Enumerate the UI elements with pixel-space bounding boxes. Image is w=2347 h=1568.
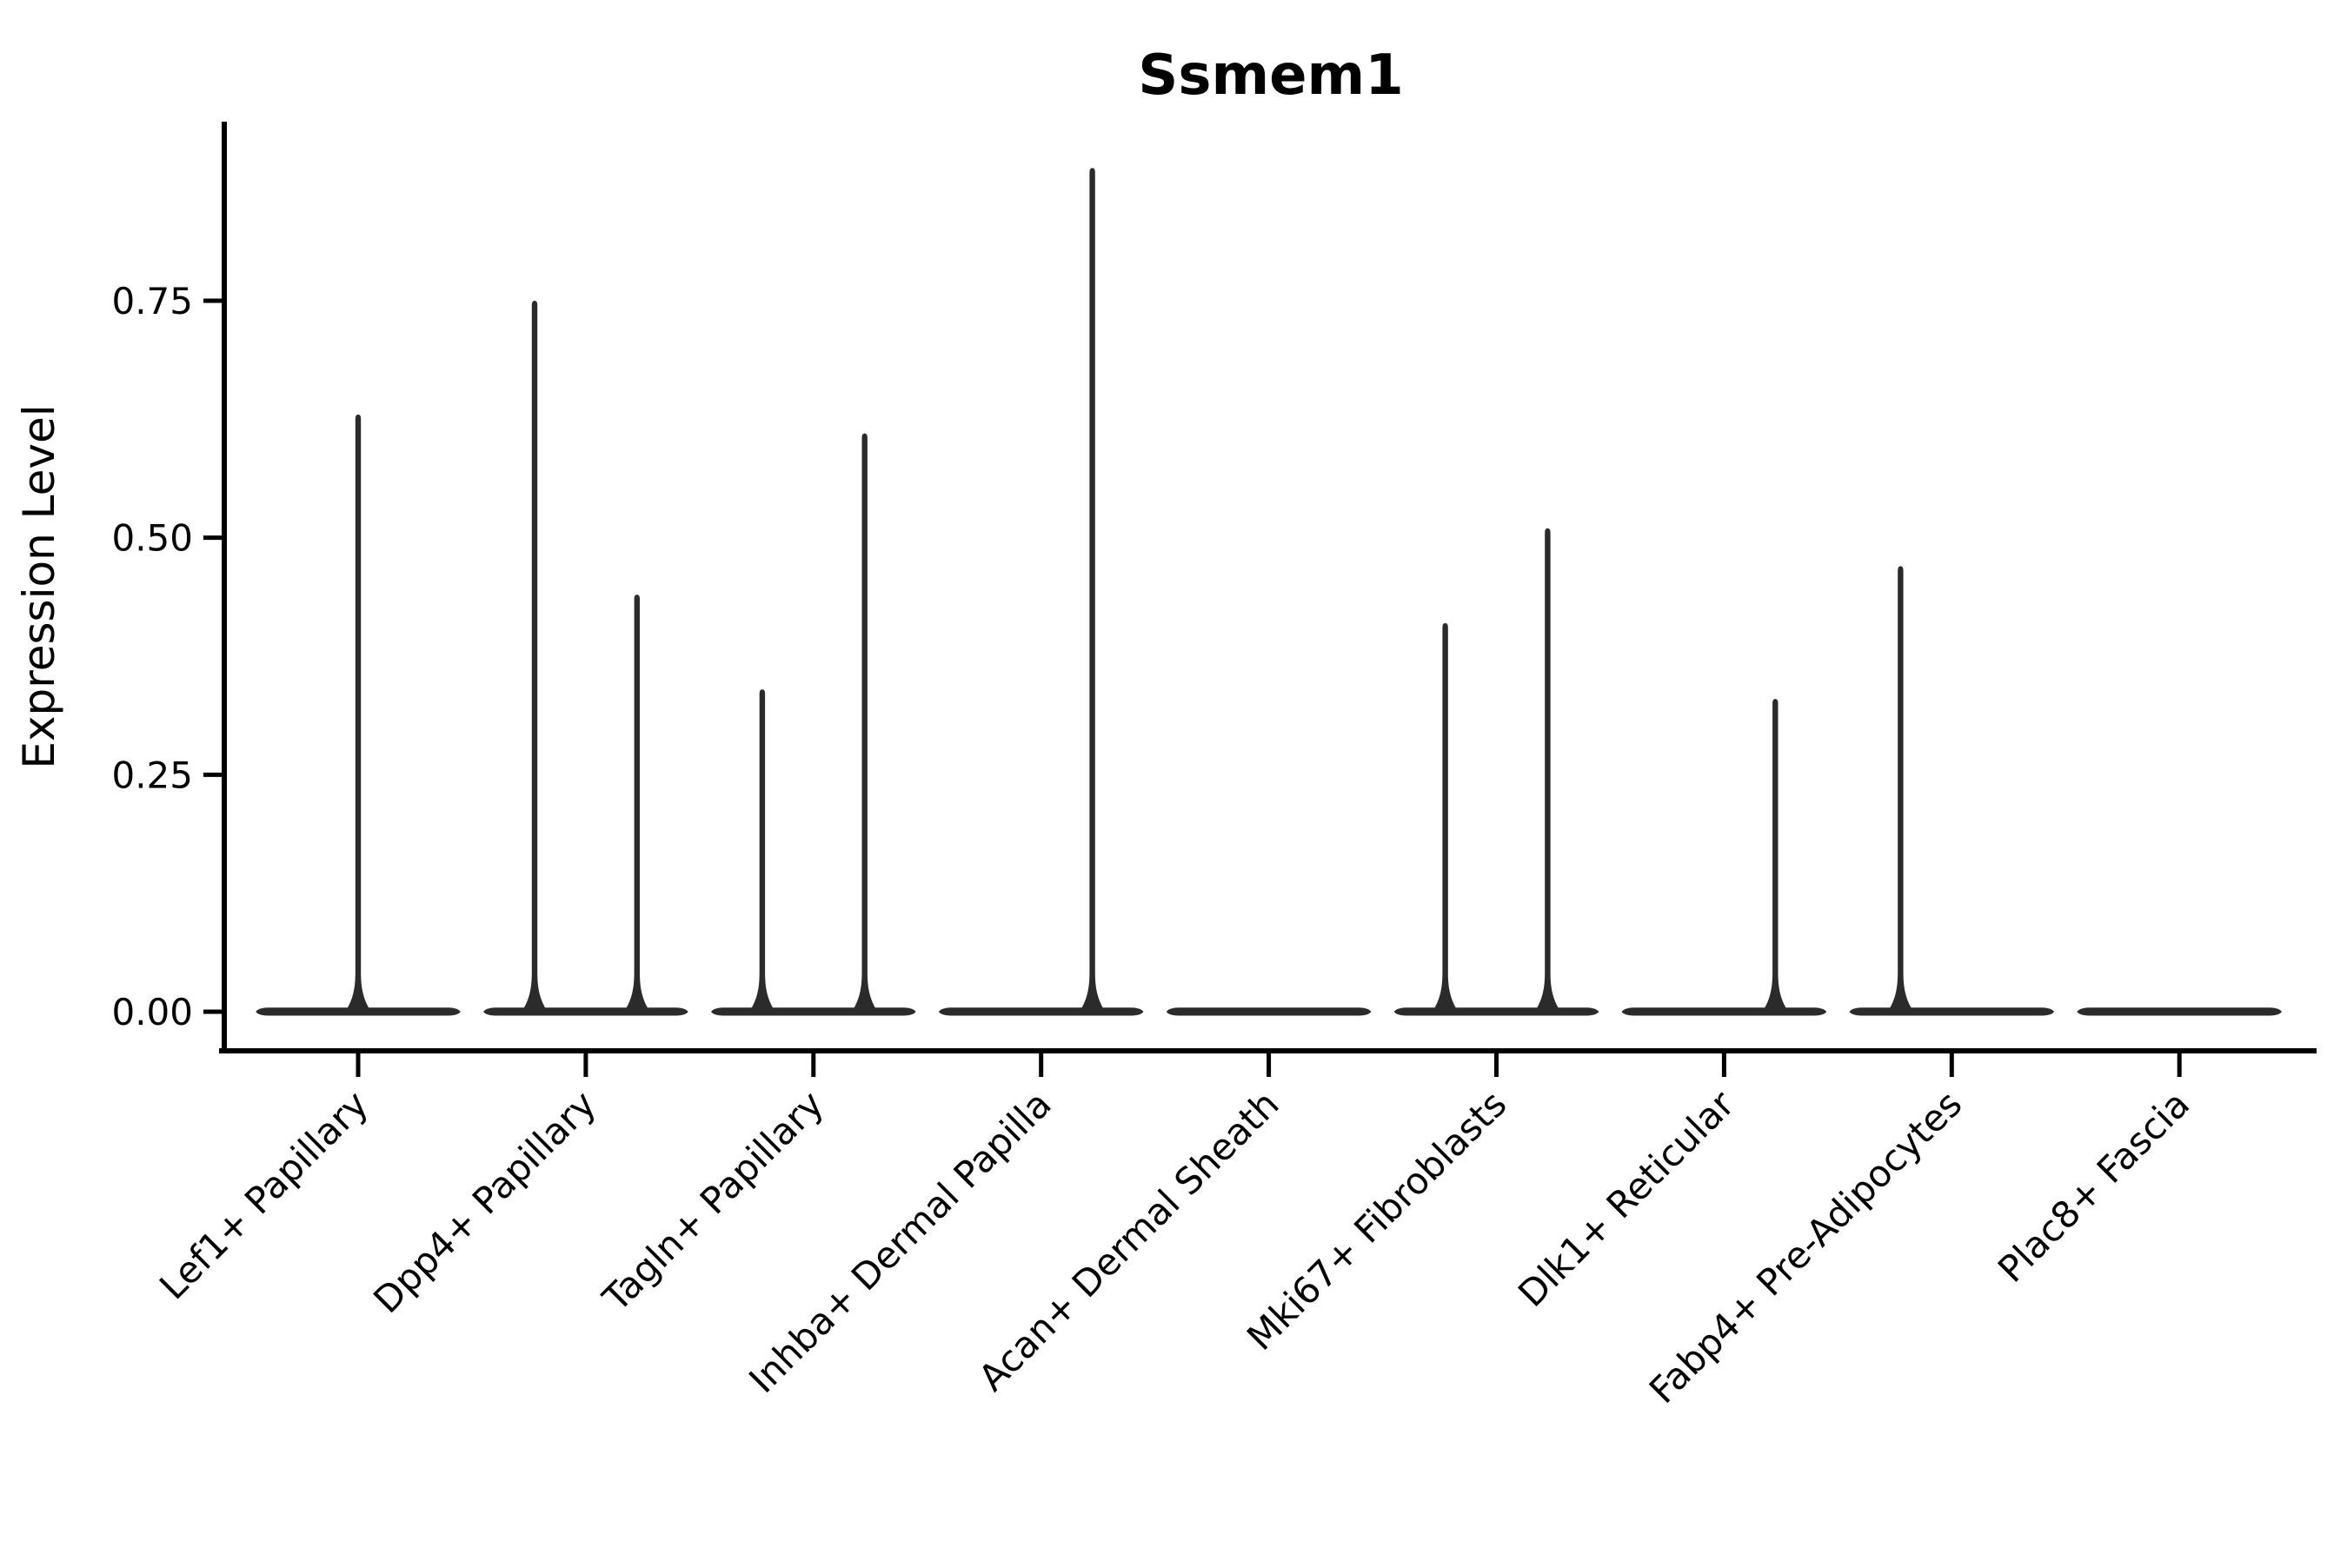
violin-density-spike [347, 414, 369, 1009]
violin-density-spike [1889, 566, 1912, 1009]
violins [256, 168, 2282, 1016]
x-category-label: Dlk1+ Reticular [1510, 1082, 1743, 1315]
violin-zero-mass [2077, 1007, 2282, 1016]
y-axis-label: Expression Level [14, 404, 64, 768]
violin-density-spike [853, 433, 876, 1010]
x-category-label: Dpp4+ Papillary [365, 1082, 604, 1321]
x-category-label: Mki67+ Fibroblasts [1239, 1082, 1514, 1358]
violin-5 [1166, 1007, 1372, 1016]
violin-zero-mass [711, 1007, 916, 1016]
x-category-label: Lef1+ Papillary [151, 1082, 376, 1307]
violin-density-spike [1536, 528, 1559, 1009]
violin-4 [938, 168, 1144, 1016]
violin-zero-mass [938, 1007, 1144, 1016]
violin-zero-mass [256, 1007, 461, 1016]
violin-density-spike [750, 689, 774, 1009]
violin-zero-mass [1849, 1007, 2055, 1016]
y-tick-label: 0.75 [111, 280, 193, 322]
violin-density-spike [1080, 168, 1104, 1010]
y-tick-label: 0.25 [111, 754, 193, 796]
violin-3 [711, 433, 916, 1016]
violin-8 [1849, 566, 2055, 1016]
violin-zero-mass [1393, 1007, 1599, 1016]
violin-density-spike [523, 300, 546, 1010]
violin-7 [1621, 699, 1827, 1016]
x-category-label: Plac8+ Fascia [1990, 1082, 2197, 1290]
violin-density-spike [1764, 699, 1787, 1009]
violin-zero-mass [483, 1007, 688, 1016]
violin-9 [2077, 1007, 2282, 1016]
violin-density-spike [1433, 622, 1457, 1009]
x-category-label: Tagln+ Papillary [594, 1082, 831, 1319]
violin-zero-mass [1166, 1007, 1372, 1016]
chart-title: Ssmem1 [1138, 43, 1404, 108]
axes [219, 122, 2317, 1053]
violin-1 [256, 414, 461, 1016]
y-tick-label: 0.00 [111, 991, 193, 1033]
y-axis-ticks: 0.00 0.25 0.50 0.75 [111, 280, 224, 1033]
violin-2 [483, 300, 688, 1016]
violin-zero-mass [1621, 1007, 1827, 1016]
violin-density-spike [625, 595, 648, 1009]
y-tick-label: 0.50 [111, 517, 193, 560]
violin-6 [1393, 528, 1599, 1016]
